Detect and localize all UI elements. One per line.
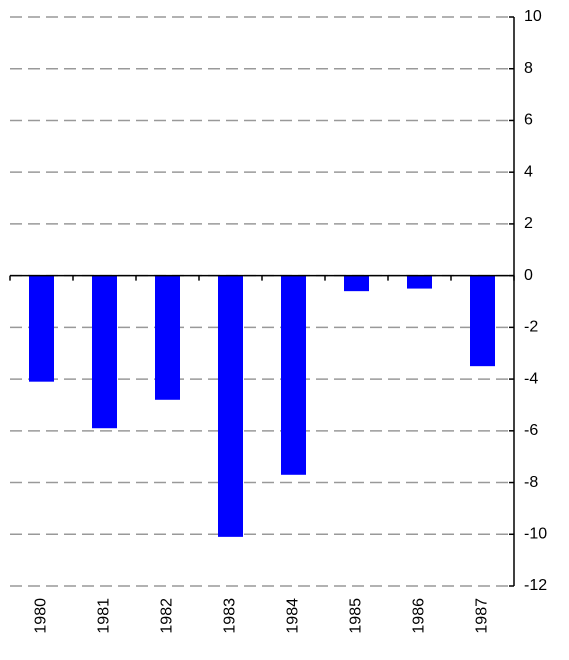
bar (281, 275, 306, 475)
x-tick-label: 1980 (33, 598, 50, 634)
bar (470, 275, 495, 367)
bar (155, 275, 180, 400)
x-tick-label: 1985 (348, 598, 365, 634)
y-tick-label: -2 (524, 319, 538, 336)
y-tick-label: -6 (524, 422, 538, 439)
x-tick-label: 1981 (96, 598, 113, 634)
y-tick-label: 8 (524, 60, 533, 77)
y-tick-label: 0 (524, 267, 533, 284)
y-tick-label: -8 (524, 474, 538, 491)
y-tick-label: -12 (524, 577, 547, 594)
bar (344, 275, 369, 292)
bar (407, 275, 432, 289)
x-tick-label: 1984 (285, 598, 302, 634)
y-tick-label: -4 (524, 370, 538, 387)
bar (29, 275, 54, 382)
x-tick-label: 1986 (411, 598, 428, 634)
y-tick-label: 2 (524, 215, 533, 232)
bar (218, 275, 243, 537)
y-tick-label: -10 (524, 525, 547, 542)
y-tick-label: 10 (524, 8, 542, 25)
y-tick-label: 4 (524, 163, 533, 180)
x-tick-label: 1982 (159, 598, 176, 634)
x-tick-label: 1983 (222, 598, 239, 634)
x-tick-label: 1987 (474, 598, 491, 634)
y-tick-label: 6 (524, 112, 533, 129)
bar (92, 275, 117, 429)
